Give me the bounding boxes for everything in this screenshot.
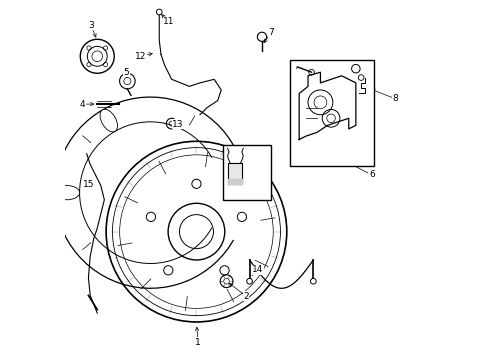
Circle shape [156,9,162,15]
Ellipse shape [100,109,117,132]
Polygon shape [55,97,233,288]
Ellipse shape [55,186,79,200]
Text: 12: 12 [135,52,146,61]
Bar [223,145,270,200]
Text: 13: 13 [172,120,183,129]
Polygon shape [228,162,242,184]
Text: 1: 1 [195,338,201,347]
Text: 3: 3 [88,21,93,30]
Text: 9: 9 [290,61,295,70]
Text: 15: 15 [82,180,94,189]
Text: 2: 2 [243,292,248,301]
Bar [290,60,373,166]
Text: 14: 14 [251,265,262,275]
Text: 8: 8 [392,94,397,103]
Polygon shape [228,178,242,184]
Text: 7: 7 [268,28,273,37]
Polygon shape [299,72,355,140]
Text: 5: 5 [123,68,129,77]
Text: 11: 11 [163,17,174,26]
Text: 6: 6 [368,170,374,180]
Text: 4: 4 [79,100,85,109]
Text: 10: 10 [257,183,268,192]
